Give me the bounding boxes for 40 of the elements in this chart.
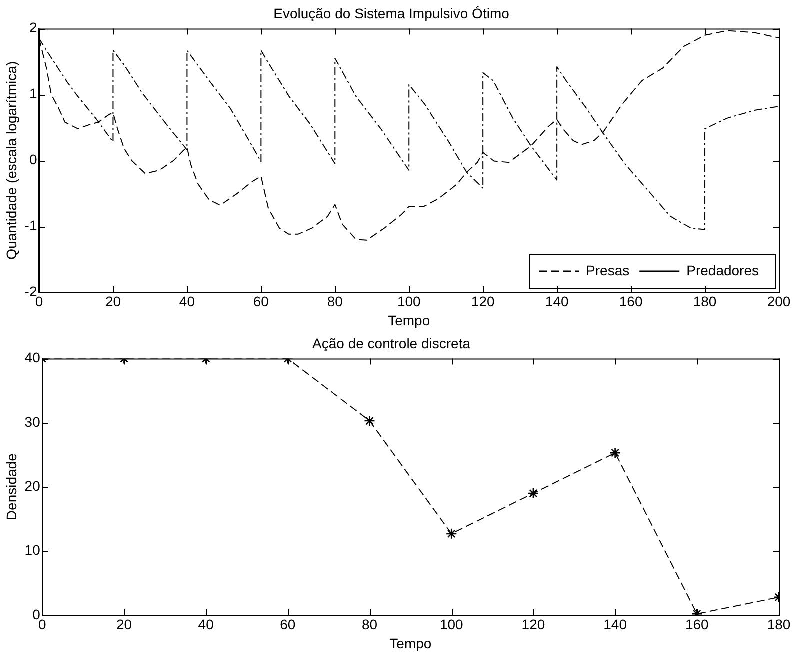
x-tick-label: 200 [767,294,791,310]
y-axis-title: Quantidade (escala logarítmica) [3,61,20,260]
x-tick-label: 140 [604,616,628,633]
x-tick-label: 60 [253,294,270,310]
legend-label: Predadores [686,262,760,278]
x-tick-label: 40 [179,294,196,310]
x-tick-label: 160 [685,616,710,633]
y-tick-label: 0 [29,151,38,168]
x-axis-title: Tempo [388,312,430,328]
x-tick-label: 180 [693,294,717,310]
x-tick-label: 140 [545,294,569,310]
x-tick-label: 100 [397,294,422,310]
x-tick-label: 120 [522,616,546,633]
x-tick-label: 120 [471,294,495,310]
x-tick-label: 80 [327,294,344,310]
y-axis-title: Densidade [3,453,20,521]
x-tick-label: 180 [767,616,791,633]
point [446,528,458,540]
y-tick-label: -1 [24,217,38,234]
x-tick-label: 160 [619,294,643,310]
x-tick-label: 60 [280,616,296,633]
y-tick-label: 10 [24,542,41,558]
y-tick-label: 40 [24,350,41,366]
x-tick-label: 40 [198,616,214,633]
point [610,447,621,459]
y-tick-label: 2 [29,20,38,36]
y-tick-label: 20 [24,478,41,494]
x-tick-label: 100 [440,616,464,633]
point [528,488,540,500]
legend-label: Presas [586,262,630,278]
y-tick-label: 1 [29,86,38,102]
y-tick-label: -2 [24,283,38,300]
x-tick-label: 20 [116,616,132,633]
x-tick-label: 80 [362,616,378,633]
point [364,415,376,427]
chart-title: Evolução do Sistema Impulsivo Ótimo [274,5,510,22]
chart-title: Ação de controle discreta [312,335,471,352]
x-axis-title: Tempo [390,635,432,652]
x-tick-label: 20 [105,294,122,310]
y-tick-label: 30 [24,414,41,430]
